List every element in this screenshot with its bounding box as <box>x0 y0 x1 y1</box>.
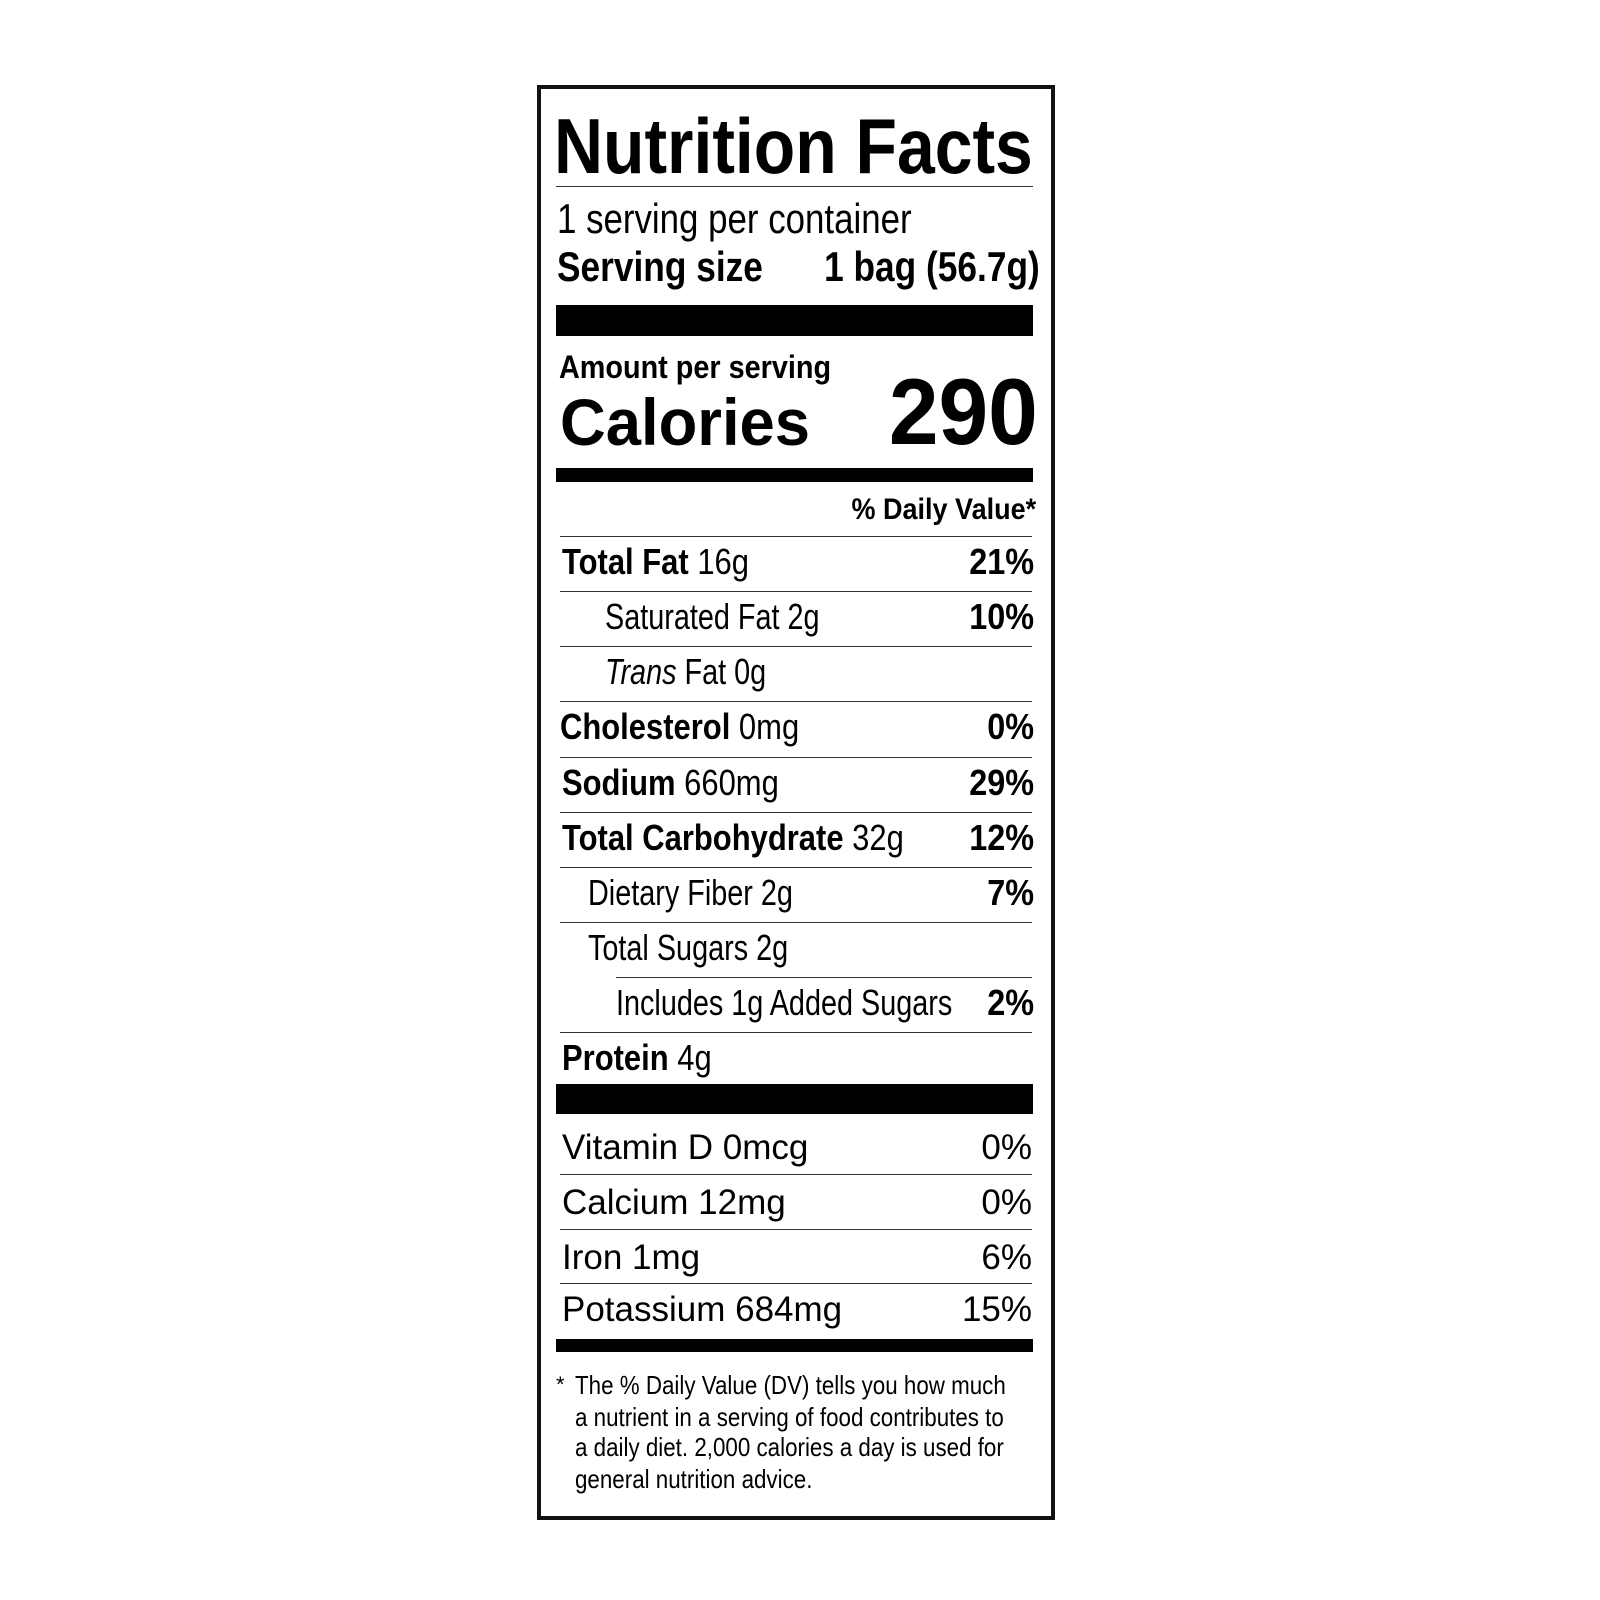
nutrient-label: Sodium 660mg <box>562 765 779 801</box>
footnote-line: a nutrient in a serving of food contribu… <box>575 1402 1004 1432</box>
nutrient-name: Sodium <box>562 762 676 803</box>
nutrient-amount: 660mg <box>684 762 779 803</box>
nutrient-label: Total Sugars 2g <box>588 930 788 966</box>
nutrient-label: Total Carbohydrate 32g <box>562 820 904 856</box>
vitamin-label: Calcium 12mg <box>562 1183 786 1222</box>
nutrient-daily-value: 2% <box>987 982 1034 1023</box>
row-divider <box>560 1283 1032 1284</box>
nutrient-label: Protein 4g <box>562 1040 712 1076</box>
nutrient-label: Includes 1g Added Sugars <box>616 985 952 1021</box>
nutrient-label: Dietary Fiber 2g <box>588 875 793 911</box>
vitamin-daily-value: 0% <box>981 1128 1032 1167</box>
servings-per-container: 1 serving per container <box>557 195 912 242</box>
nutrient-daily-value: 7% <box>987 872 1034 913</box>
nutrient-name: Includes 1g Added Sugars <box>616 982 953 1023</box>
divider-thick <box>556 1084 1033 1114</box>
row-divider <box>560 867 1032 868</box>
nutrient-daily-value: 21% <box>969 541 1034 582</box>
nutrient-name: Total Carbohydrate <box>562 817 844 858</box>
row-divider <box>616 977 1032 978</box>
label-title: Nutrition Facts <box>554 102 1033 190</box>
vitamin-daily-value: 0% <box>981 1183 1032 1222</box>
calories-value: 290 <box>888 359 1038 464</box>
nutrition-facts-label <box>537 85 1055 1520</box>
row-divider <box>560 812 1032 813</box>
serving-size-label: Serving size <box>557 243 763 290</box>
row-divider <box>560 757 1032 758</box>
nutrient-name: Trans <box>605 651 677 692</box>
nutrient-amount: 4g <box>677 1037 712 1078</box>
divider-medium <box>556 1339 1033 1352</box>
nutrient-name: Protein <box>562 1037 669 1078</box>
nutrient-amount: 16g <box>697 541 749 582</box>
nutrient-name: Total Sugars 2g <box>588 927 789 968</box>
row-divider <box>560 701 1032 702</box>
footnote-line: general nutrition advice. <box>575 1464 813 1494</box>
nutrient-label: Saturated Fat 2g <box>605 599 820 635</box>
nutrient-name: Dietary Fiber 2g <box>588 872 793 913</box>
nutrient-daily-value: 0% <box>987 706 1034 747</box>
nutrient-name: Total Fat <box>562 541 689 582</box>
nutrient-label: Trans Fat 0g <box>605 654 766 690</box>
vitamin-daily-value: 6% <box>981 1238 1032 1277</box>
vitamin-label: Potassium 684mg <box>562 1290 843 1329</box>
nutrient-amount: Fat 0g <box>684 651 767 692</box>
nutrient-daily-value: 12% <box>969 817 1034 858</box>
vitamin-label: Iron 1mg <box>562 1238 701 1277</box>
nutrient-daily-value: 10% <box>969 596 1034 637</box>
row-divider <box>560 922 1032 923</box>
nutrient-name: Saturated Fat 2g <box>605 596 820 637</box>
row-divider <box>560 1229 1032 1230</box>
row-divider <box>560 1174 1032 1175</box>
row-divider <box>560 1032 1032 1033</box>
divider-medium <box>556 468 1033 482</box>
nutrient-label: Total Fat 16g <box>562 544 749 580</box>
row-divider <box>560 646 1032 647</box>
nutrient-daily-value: 29% <box>969 762 1034 803</box>
divider-thin <box>556 186 1033 187</box>
footnote-line: The % Daily Value (DV) tells you how muc… <box>575 1370 1006 1400</box>
nutrient-amount: 0mg <box>738 706 800 747</box>
vitamin-daily-value: 15% <box>961 1290 1032 1329</box>
nutrient-name: Cholesterol <box>560 706 731 747</box>
divider-thick <box>556 305 1033 336</box>
vitamin-label: Vitamin D 0mcg <box>562 1128 809 1167</box>
nutrient-amount: 32g <box>852 817 904 858</box>
row-divider <box>560 536 1032 537</box>
footnote-line: a daily diet. 2,000 calories a day is us… <box>575 1432 1004 1462</box>
calories-label: Calories <box>560 385 811 459</box>
row-divider <box>560 591 1032 592</box>
amount-per-serving: Amount per serving <box>559 349 832 385</box>
daily-value-header: % Daily Value* <box>851 493 1036 526</box>
footnote-asterisk: * <box>556 1372 565 1397</box>
nutrient-label: Cholesterol 0mg <box>560 709 799 745</box>
serving-size-value: 1 bag (56.7g) <box>824 243 1040 290</box>
